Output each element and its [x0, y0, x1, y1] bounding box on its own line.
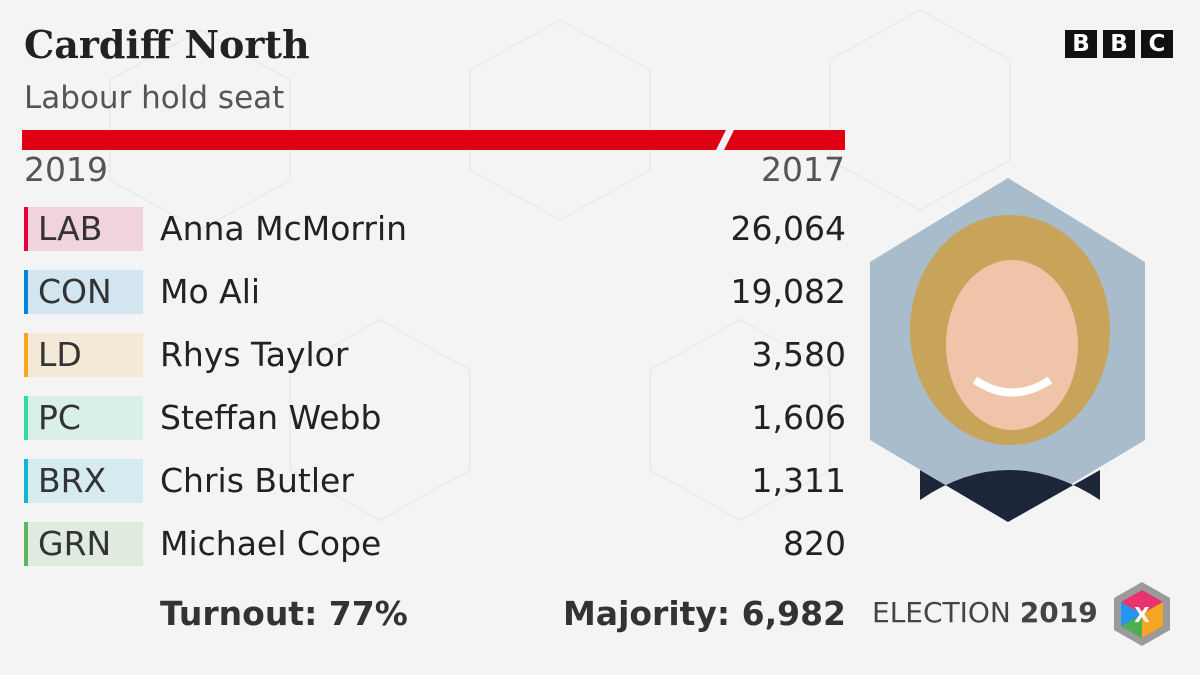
result-bar	[22, 130, 726, 150]
party-stripe	[24, 270, 28, 314]
party-code: LAB	[38, 209, 103, 248]
candidate-name: Chris Butler	[160, 461, 354, 500]
result-row: LAB Anna McMorrin 26,064	[24, 207, 846, 251]
result-row: BRX Chris Butler 1,311	[24, 459, 846, 503]
party-code: LD	[38, 335, 82, 374]
party-stripe	[24, 333, 28, 377]
logo-block: B	[1065, 30, 1097, 58]
party-code: PC	[38, 398, 81, 437]
party-box: LD	[24, 333, 143, 377]
year-current: 2019	[24, 150, 108, 189]
result-row: LD Rhys Taylor 3,580	[24, 333, 846, 377]
result-row: PC Steffan Webb 1,606	[24, 396, 846, 440]
election-badge: X	[1114, 582, 1170, 646]
party-code: CON	[38, 272, 112, 311]
party-stripe	[24, 459, 28, 503]
result-row: GRN Michael Cope 820	[24, 522, 846, 566]
party-stripe	[24, 522, 28, 566]
election-year: 2019	[1019, 596, 1098, 629]
candidate-name: Rhys Taylor	[160, 335, 349, 374]
party-code: BRX	[38, 461, 107, 500]
party-stripe	[24, 396, 28, 440]
party-box: PC	[24, 396, 143, 440]
candidate-name: Anna McMorrin	[160, 209, 408, 248]
party-code: GRN	[38, 524, 112, 563]
badge-text: X	[1134, 603, 1150, 627]
party-box: GRN	[24, 522, 143, 566]
turnout: Turnout: 77%	[160, 594, 408, 633]
logo-block: C	[1141, 30, 1173, 58]
election-word: ELECTION	[872, 596, 1011, 629]
photo-figure	[910, 215, 1110, 522]
subtitle: Labour hold seat	[24, 80, 285, 116]
candidate-name: Steffan Webb	[160, 398, 382, 437]
vote-count: 3,580	[751, 335, 846, 374]
party-box: CON	[24, 270, 143, 314]
vote-count: 1,606	[751, 398, 846, 437]
election-label: ELECTION 2019	[872, 596, 1098, 629]
party-box: LAB	[24, 207, 143, 251]
party-stripe	[24, 207, 28, 251]
vote-count: 820	[783, 524, 846, 563]
vote-count: 19,082	[730, 272, 846, 311]
candidate-name: Mo Ali	[160, 272, 261, 311]
logo-block: B	[1103, 30, 1135, 58]
party-box: BRX	[24, 459, 143, 503]
result-row: CON Mo Ali 19,082	[24, 270, 846, 314]
title: Cardiff North	[24, 22, 310, 67]
year-previous: 2017	[761, 150, 845, 189]
vote-count: 1,311	[751, 461, 846, 500]
vote-count: 26,064	[730, 209, 846, 248]
majority: Majority: 6,982	[562, 594, 846, 633]
candidate-name: Michael Cope	[160, 524, 382, 563]
result-bar	[724, 130, 845, 150]
